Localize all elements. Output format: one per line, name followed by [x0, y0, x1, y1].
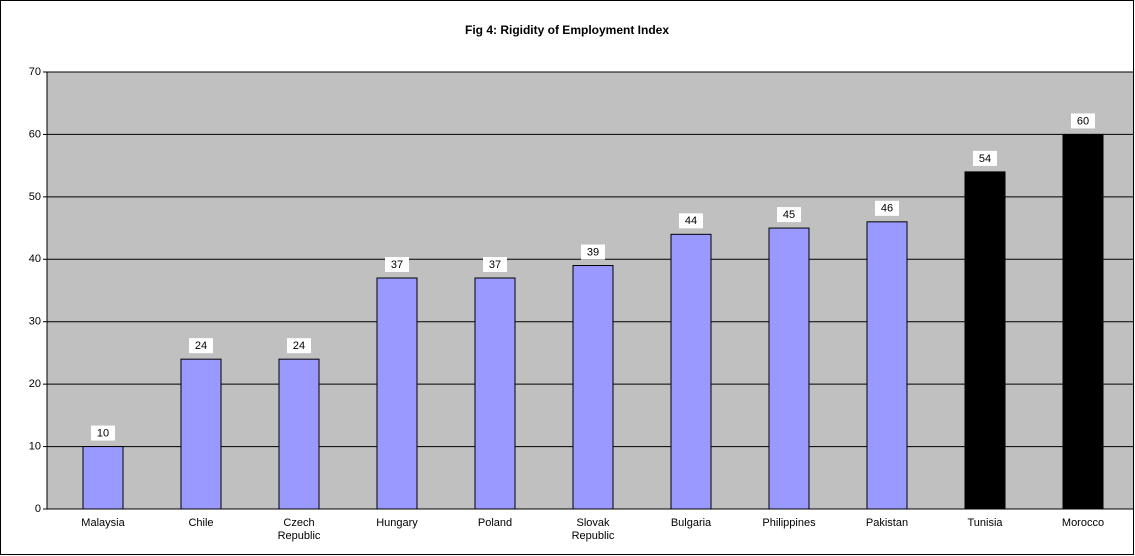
x-tick-label: Tunisia: [967, 517, 1003, 529]
value-label-box: [1071, 113, 1095, 129]
chart-title: Fig 4: Rigidity of Employment Index: [465, 23, 669, 37]
x-tick-label: Morocco: [1062, 517, 1104, 529]
value-label-box: [189, 338, 213, 354]
bar: [670, 233, 712, 510]
bar: [1062, 133, 1104, 510]
value-label: 54: [979, 153, 991, 165]
x-tick-label: Hungary: [376, 517, 418, 529]
bar: [866, 221, 908, 510]
value-label-box: [875, 200, 899, 216]
y-tick-label: 60: [29, 128, 41, 140]
bar: [474, 277, 516, 510]
x-tick-label: Pakistan: [866, 517, 908, 529]
value-label-box: [385, 257, 409, 273]
bar: [278, 358, 320, 510]
value-label-box: [679, 213, 703, 229]
value-label-box: [91, 425, 115, 441]
y-tick-label: 10: [29, 440, 41, 452]
value-label-box: [777, 207, 801, 223]
value-label-box: [581, 244, 605, 260]
bar: [768, 227, 810, 510]
value-label: 44: [685, 215, 697, 227]
x-tick-label-line: Republic: [572, 530, 615, 542]
y-tick-label: 70: [29, 66, 41, 78]
value-label: 39: [587, 246, 599, 258]
value-label: 45: [783, 209, 795, 221]
y-tick-label: 20: [29, 378, 41, 390]
x-tick-label-line: Slovak: [576, 517, 610, 529]
value-label: 10: [97, 427, 109, 439]
x-tick-label-line: Czech: [283, 517, 314, 529]
x-tick-label: Philippines: [762, 517, 816, 529]
x-tick-label: Czech Republic: [278, 517, 321, 542]
value-label-box: [287, 338, 311, 354]
value-label: 24: [195, 340, 207, 352]
y-tick-label: 40: [29, 253, 41, 265]
y-tick-label: 0: [35, 503, 41, 515]
value-label: 37: [489, 259, 501, 271]
y-tick-label: 30: [29, 316, 41, 328]
bar: [180, 358, 222, 510]
bar: [82, 446, 124, 510]
value-label-box: [973, 150, 997, 166]
value-label: 24: [293, 340, 305, 352]
x-tick-label: Chile: [188, 517, 213, 529]
y-tick-label: 50: [29, 191, 41, 203]
x-tick-label: Bulgaria: [671, 517, 712, 529]
bar: [964, 171, 1006, 510]
x-tick-label: Malaysia: [81, 517, 125, 529]
value-label-box: [483, 257, 507, 273]
x-tick-label: Poland: [478, 517, 512, 529]
value-label: 60: [1077, 115, 1089, 127]
bar: [376, 277, 418, 510]
value-label: 37: [391, 259, 403, 271]
x-tick-label: Slovak Republic: [572, 517, 615, 542]
x-tick-label-line: Republic: [278, 530, 321, 542]
bar: [572, 265, 614, 510]
value-label: 46: [881, 203, 893, 215]
